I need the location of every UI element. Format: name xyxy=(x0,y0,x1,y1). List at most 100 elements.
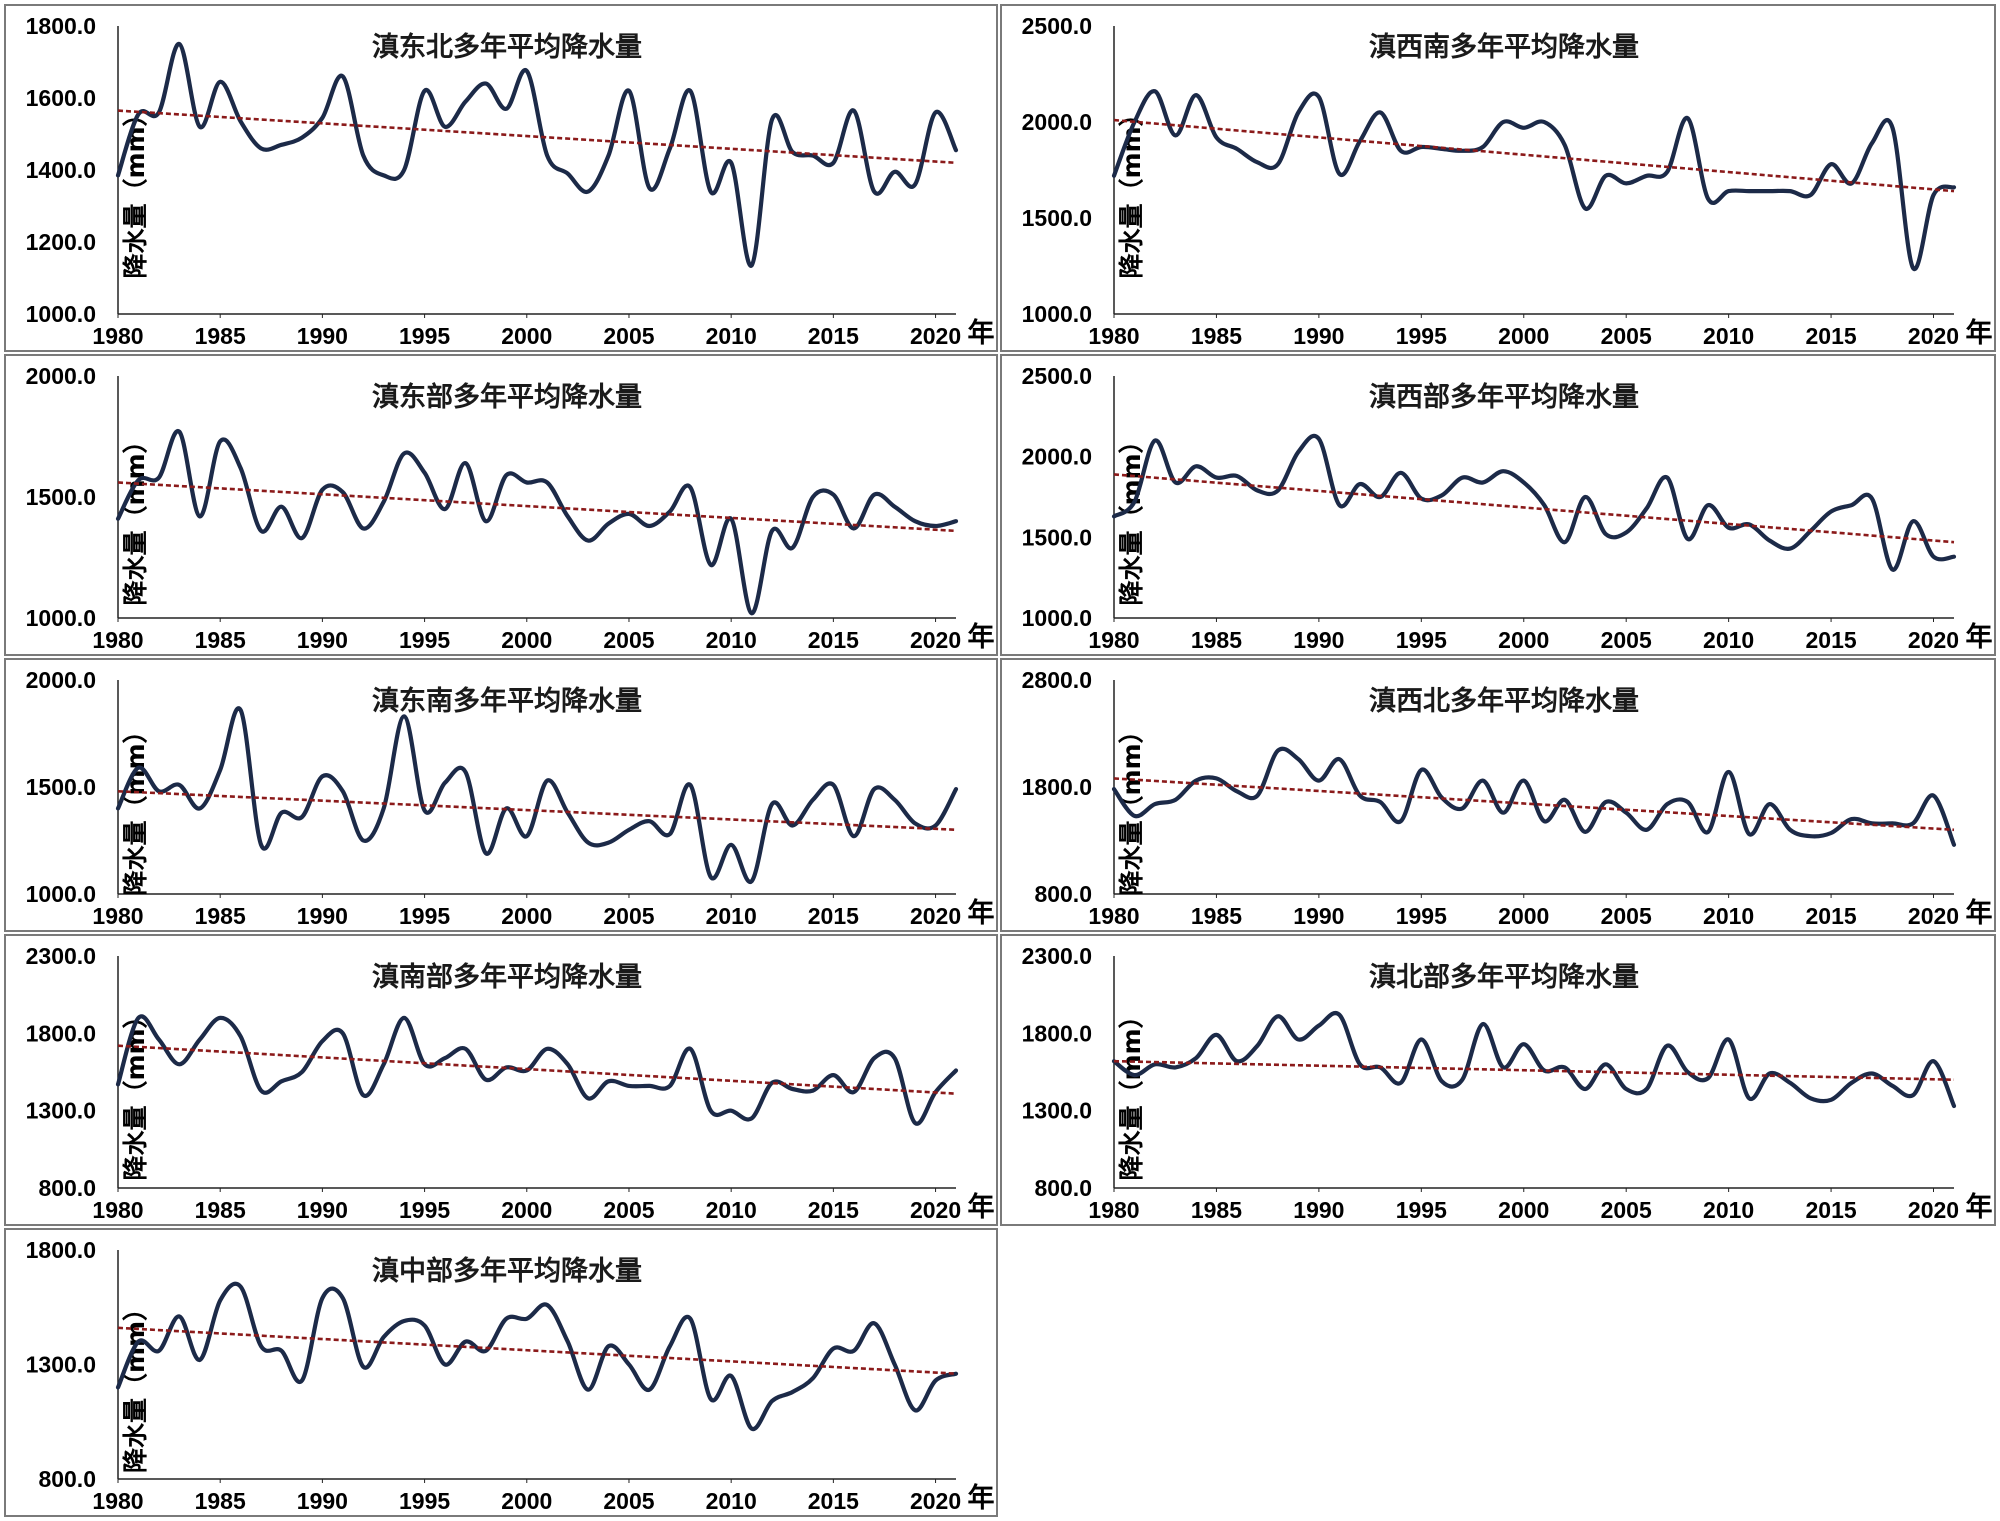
y-tick-label: 1300.0 xyxy=(26,1352,96,1378)
chart-title: 滇西部多年平均降水量 xyxy=(1369,381,1639,413)
x-tick-label: 2020 xyxy=(1908,627,1959,653)
x-tick-label: 1980 xyxy=(92,1488,143,1514)
chart-nw: 800.0 1800.0 2800.0 1980 1985 1990 1995 2000 200… xyxy=(1022,667,1993,929)
x-axis-unit: 年 xyxy=(968,897,995,929)
x-tick-label: 1995 xyxy=(1396,903,1447,929)
x-tick-label: 1990 xyxy=(1293,627,1344,653)
x-tick-label: 1985 xyxy=(1191,627,1242,653)
x-tick-label: 2000 xyxy=(1498,903,1549,929)
precip-series-line xyxy=(115,429,959,616)
trend-line xyxy=(1113,777,1955,832)
chart-title: 滇东部多年平均降水量 xyxy=(372,381,642,413)
x-tick-label: 2010 xyxy=(1703,1197,1754,1223)
y-tick-label: 1000.0 xyxy=(26,881,96,907)
x-axis-unit: 年 xyxy=(1966,621,1993,653)
x-tick-label: 2010 xyxy=(1703,627,1754,653)
panel-n: 800.0 1300.0 1800.0 2300.0 1980 1985 1990 1995 2… xyxy=(1000,934,1996,1226)
x-tick-label: 1980 xyxy=(1088,1197,1139,1223)
y-axis-label: 降水量（mm） xyxy=(1117,428,1146,605)
chart-title: 滇北部多年平均降水量 xyxy=(1369,961,1639,993)
x-tick-label: 2010 xyxy=(706,903,757,929)
x-tick-label: 2005 xyxy=(603,323,654,349)
trend-line xyxy=(117,789,957,832)
y-tick-label: 2300.0 xyxy=(26,943,96,969)
precip-series-line xyxy=(1111,746,1957,847)
x-tick-label: 2015 xyxy=(808,627,859,653)
x-tick-label: 1980 xyxy=(92,1197,143,1223)
trend-line xyxy=(117,481,957,533)
y-tick-label: 1800.0 xyxy=(26,13,96,39)
y-tick-label: 800.0 xyxy=(38,1175,96,1201)
x-tick-label: 2020 xyxy=(910,1488,961,1514)
x-tick-label: 2020 xyxy=(1908,903,1959,929)
chart-title: 滇西南多年平均降水量 xyxy=(1369,31,1639,63)
y-axis-label: 降水量（mm） xyxy=(1117,718,1146,895)
precip-series-line xyxy=(1111,89,1957,272)
trend-line xyxy=(117,1326,957,1375)
x-tick-label: 1995 xyxy=(1396,1197,1447,1223)
x-tick-label: 1995 xyxy=(399,323,450,349)
x-tick-label: 2000 xyxy=(501,1488,552,1514)
y-tick-label: 800.0 xyxy=(1034,881,1092,907)
x-tick-label: 2000 xyxy=(1498,627,1549,653)
x-tick-label: 2000 xyxy=(501,323,552,349)
x-tick-label: 2005 xyxy=(1601,903,1652,929)
precip-series-line xyxy=(115,1014,959,1126)
x-tick-label: 1990 xyxy=(297,1488,348,1514)
x-tick-label: 2015 xyxy=(808,323,859,349)
x-tick-label: 1985 xyxy=(1191,903,1242,929)
x-tick-label: 1990 xyxy=(1293,323,1344,349)
y-tick-label: 1000.0 xyxy=(26,301,96,327)
x-tick-label: 2015 xyxy=(808,1197,859,1223)
y-tick-label: 1500.0 xyxy=(1022,524,1092,550)
trend-line xyxy=(117,1044,957,1095)
chart-n: 800.0 1300.0 1800.0 2300.0 1980 1985 1990 1995 2… xyxy=(1022,943,1993,1223)
trend-line xyxy=(1113,118,1955,193)
x-tick-label: 2005 xyxy=(603,1488,654,1514)
y-tick-label: 1500.0 xyxy=(1022,205,1092,231)
x-tick-label: 2000 xyxy=(1498,1197,1549,1223)
x-tick-label: 2005 xyxy=(603,1197,654,1223)
precip-series-line xyxy=(115,706,959,884)
y-tick-label: 2000.0 xyxy=(26,667,96,693)
x-tick-label: 2015 xyxy=(1805,903,1856,929)
precip-series-line xyxy=(115,41,959,268)
x-tick-label: 2000 xyxy=(501,903,552,929)
y-axis-label: 降水量（mm） xyxy=(121,718,150,895)
x-axis-unit: 年 xyxy=(1966,897,1993,929)
y-tick-label: 800.0 xyxy=(38,1466,96,1492)
y-tick-label: 1800.0 xyxy=(26,1237,96,1263)
x-tick-label: 1980 xyxy=(1088,627,1139,653)
y-tick-label: 800.0 xyxy=(1034,1175,1092,1201)
y-axis-label: 降水量（mm） xyxy=(121,428,150,605)
y-tick-label: 2000.0 xyxy=(26,363,96,389)
x-tick-label: 1995 xyxy=(399,627,450,653)
y-axis-label: 降水量（mm） xyxy=(121,101,150,278)
chart-title: 滇南部多年平均降水量 xyxy=(372,961,642,993)
x-tick-label: 2020 xyxy=(1908,1197,1959,1223)
chart-title: 滇西北多年平均降水量 xyxy=(1369,685,1639,717)
x-tick-label: 1990 xyxy=(1293,1197,1344,1223)
x-tick-label: 2020 xyxy=(910,903,961,929)
x-tick-label: 2000 xyxy=(501,1197,552,1223)
x-tick-label: 2010 xyxy=(1703,903,1754,929)
x-tick-label: 1995 xyxy=(1396,323,1447,349)
x-tick-label: 1990 xyxy=(297,1197,348,1223)
y-tick-label: 1000.0 xyxy=(26,605,96,631)
x-tick-label: 2005 xyxy=(1601,627,1652,653)
x-tick-label: 1995 xyxy=(399,1197,450,1223)
x-tick-label: 2020 xyxy=(910,1197,961,1223)
chart-ne: 1000.0 1200.0 1400.0 1600.0 1800.0 1980 1985 19… xyxy=(26,13,995,349)
panel-nw: 800.0 1800.0 2800.0 1980 1985 1990 1995 2000 200… xyxy=(1000,658,1996,932)
x-tick-label: 1980 xyxy=(92,323,143,349)
x-tick-label: 1980 xyxy=(92,627,143,653)
x-tick-label: 1990 xyxy=(297,903,348,929)
x-tick-label: 2010 xyxy=(1703,323,1754,349)
chart-e: 1000.0 1500.0 2000.0 1980 1985 1990 1995 2000 20… xyxy=(26,363,995,653)
panel-e: 1000.0 1500.0 2000.0 1980 1985 1990 1995 2000 20… xyxy=(4,354,998,656)
panel-ne: 1000.0 1200.0 1400.0 1600.0 1800.0 1980 1985 19… xyxy=(4,4,998,352)
x-axis-unit: 年 xyxy=(968,1482,995,1514)
panel-s: 800.0 1300.0 1800.0 2300.0 1980 1985 1990 1995 2… xyxy=(4,934,998,1226)
precip-series-line xyxy=(1111,1011,1957,1109)
